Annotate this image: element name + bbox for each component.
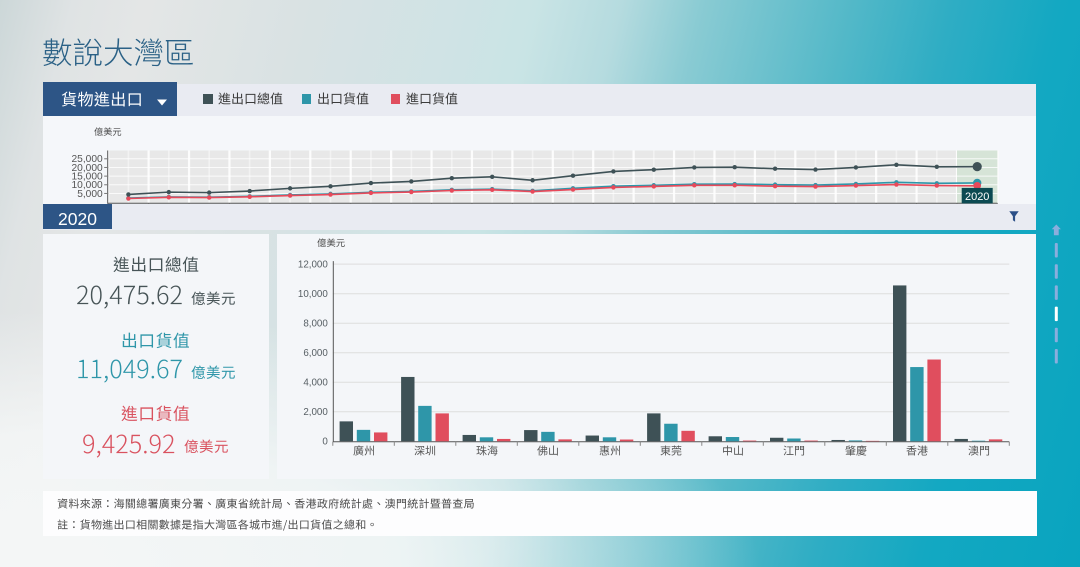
svg-text:12,000: 12,000 xyxy=(298,259,328,270)
svg-text:2,000: 2,000 xyxy=(303,407,328,418)
svg-text:8,000: 8,000 xyxy=(303,318,328,329)
svg-text:4,000: 4,000 xyxy=(303,377,328,388)
svg-text:10,000: 10,000 xyxy=(72,180,103,191)
svg-text:25,000: 25,000 xyxy=(72,154,103,165)
svg-text:15,000: 15,000 xyxy=(72,171,103,182)
svg-text:20,000: 20,000 xyxy=(72,162,103,173)
svg-text:10,000: 10,000 xyxy=(298,289,328,300)
svg-text:6,000: 6,000 xyxy=(303,348,328,359)
svg-text:5,000: 5,000 xyxy=(77,188,103,199)
svg-text:0: 0 xyxy=(322,436,328,447)
svg-text:2020: 2020 xyxy=(965,190,989,202)
